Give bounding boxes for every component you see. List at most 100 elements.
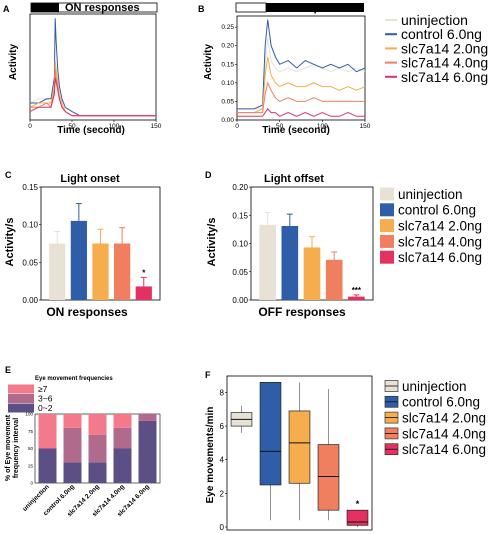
panel-d-title: Light offset <box>264 173 324 185</box>
panel-d-bar-2 <box>281 225 299 300</box>
panel-a-dark-segment <box>31 3 59 12</box>
panel-b-xtick-label: 100 <box>317 123 328 130</box>
panel-e-ytick-label: 25 <box>28 463 34 468</box>
panel-a-bar-label: ON responses <box>65 2 140 14</box>
panel-c-xlabel: ON responses <box>46 305 128 319</box>
panel-e-stack-segment <box>38 414 57 449</box>
panel-e-stack-segment <box>63 462 82 483</box>
panel-e-stack-segment <box>63 427 82 463</box>
legend-mid-label: control 6.0ng <box>398 203 476 218</box>
panel-b-plot-frame <box>236 15 366 121</box>
legend-mid-key <box>380 234 394 248</box>
legend-bot-label: uninjection <box>402 379 467 394</box>
legend-top-label: control 6.0ng <box>401 26 482 42</box>
panel-a-xlabel: Time (second) <box>57 125 125 136</box>
legend-bot-label: slc7a14 4.0ng <box>402 426 486 441</box>
panel-b-stimulus-bar <box>236 3 364 12</box>
panel-c-ytick-label: 0.05 <box>22 258 38 267</box>
legend-mid-key <box>380 250 394 264</box>
panel-b-ytick-label: 0.05 <box>221 98 234 105</box>
panel-a-series-line-5 <box>29 77 156 117</box>
panel-b-series-line-1 <box>237 38 366 110</box>
panel-c-bar-1 <box>49 243 66 300</box>
panel-f-ytick-label: 6 <box>220 422 225 431</box>
legend-mid-label: slc7a14 4.0ng <box>398 234 482 249</box>
panel-f-box-2 <box>259 382 282 486</box>
legend-e-key <box>8 384 34 394</box>
panel-f-ytick-label: 0 <box>220 523 225 532</box>
panel-c-bar-5 <box>135 286 152 300</box>
legend-bot-label: slc7a14 2.0ng <box>402 410 486 425</box>
panel-f-significance-label: * <box>356 499 360 509</box>
panel-c-ytick-label: 0.10 <box>22 221 38 230</box>
panel-b-ytick-label: 0.20 <box>221 43 234 50</box>
panel-f-box-5 <box>346 509 369 526</box>
panel-a-series-line-4 <box>30 69 156 117</box>
panel-e-stack-segment <box>113 414 132 428</box>
panel-e-stack-segment <box>113 448 132 483</box>
panel-a-series-line-1 <box>29 69 156 117</box>
panel-e-stack-segment <box>88 434 107 463</box>
panel-d-ylabel: Activity/s <box>206 218 218 267</box>
chart-a: 0 50 100 150 <box>28 13 162 130</box>
panel-f-ylabel: Eye movements/min <box>205 407 216 504</box>
panel-e-stack-segment <box>63 414 82 428</box>
legend-mid-label: uninjection <box>398 187 463 202</box>
panel-c-bar-4 <box>114 243 131 300</box>
legend-mid-label: slc7a14 6.0ng <box>398 250 482 265</box>
panel-a-plot-frame <box>29 13 157 121</box>
panel-d-ytick-label: 0.15 <box>232 211 248 220</box>
panel-e-stack-segment <box>113 427 132 449</box>
panel-c-ylabel: Activity/s <box>4 218 16 267</box>
legend-e-key <box>8 394 34 403</box>
panel-a-letter: A <box>3 4 10 14</box>
panel-e-ytick-label: 100 <box>25 412 33 417</box>
panel-b-letter: B <box>198 4 205 14</box>
panel-b-ylabel: Activity <box>203 44 214 81</box>
panel-e-ytick-label: 50 <box>28 446 34 451</box>
legend-e: ≥73~60~2 <box>8 384 53 413</box>
panel-d-letter: D <box>205 170 212 180</box>
panel-b-bar-label: OFF responses <box>272 2 352 14</box>
panel-a-xtick-label: 50 <box>68 123 76 130</box>
panel-e-stack-segment <box>138 420 157 483</box>
panel-f-plot-frame <box>226 375 373 531</box>
panel-b-series-line-5 <box>237 108 365 117</box>
panel-f-letter: F <box>205 370 211 380</box>
panel-a-xtick-label: 0 <box>28 123 32 130</box>
panel-b-series-line-3 <box>237 56 366 114</box>
panel-b-xtick-label: 50 <box>276 123 284 130</box>
panel-b-ytick-label: 0.10 <box>221 80 234 87</box>
panel-d-ytick-label: 0.05 <box>232 268 248 277</box>
panel-b-xtick-label: 150 <box>360 123 371 130</box>
panel-d-bar-4 <box>325 259 343 300</box>
panel-b-xlabel: Time (second) <box>262 125 330 136</box>
panel-e-title: Eye movement frequencies <box>35 376 113 382</box>
panel-e-stack-segment <box>138 414 157 421</box>
legend-bot-label: control 6.0ng <box>402 395 480 410</box>
panel-b-ytick-label: 0.25 <box>221 24 234 31</box>
panel-c-ytick-label: 0.00 <box>22 296 38 305</box>
panel-a-ylabel: Activity <box>8 44 19 81</box>
panel-e-stack-segment <box>88 462 107 483</box>
legend-mid-key <box>380 219 394 233</box>
chart-f: * 0 2 4 6 8 <box>220 375 373 532</box>
panel-f-ytick-label: 8 <box>220 388 225 397</box>
panel-a-xtick-label: 150 <box>151 123 162 130</box>
legend-bot-label: slc7a14 6.0ng <box>402 442 486 457</box>
legend-e-label: 0~2 <box>38 403 53 413</box>
panel-d-bar-5 <box>348 296 365 300</box>
panel-b-series-line-2 <box>237 19 366 110</box>
legend-e-key <box>8 403 34 413</box>
panel-f-ytick-label: 2 <box>220 489 225 498</box>
panel-d-xlabel: OFF responses <box>258 305 346 319</box>
panel-e-ylabel: % of Eye movementfrequency interval <box>5 414 20 481</box>
panel-e-stack-segment <box>38 448 57 483</box>
panel-c-title: Light onset <box>60 173 120 185</box>
panel-f-box-3 <box>288 410 311 484</box>
panel-c-letter: C <box>5 170 12 180</box>
panel-e-ytick-label: 75 <box>28 429 34 434</box>
